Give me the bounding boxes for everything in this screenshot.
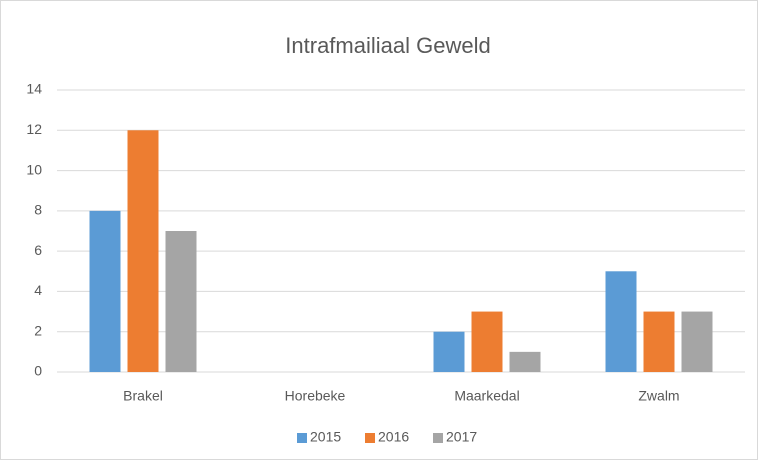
bar (433, 331, 465, 372)
y-tick-label: 12 (26, 121, 42, 137)
chart-title: Intrafmailiaal Geweld (285, 33, 490, 58)
legend-swatch (297, 433, 307, 443)
y-tick-label: 14 (26, 81, 42, 97)
y-tick-label: 6 (34, 242, 42, 258)
bar (471, 311, 503, 372)
x-tick-label: Brakel (123, 388, 163, 404)
bar (127, 130, 159, 372)
legend-label: 2015 (310, 429, 341, 445)
bar (681, 311, 713, 372)
bar (643, 311, 675, 372)
y-tick-label: 8 (34, 202, 42, 218)
x-tick-label: Horebeke (285, 388, 346, 404)
bar (165, 231, 197, 372)
y-tick-label: 0 (34, 363, 42, 379)
bar (605, 271, 637, 372)
legend-label: 2017 (446, 429, 477, 445)
legend-swatch (433, 433, 443, 443)
y-tick-label: 4 (34, 282, 42, 298)
y-tick-label: 10 (26, 161, 42, 177)
bar (509, 351, 541, 372)
legend-label: 2016 (378, 429, 409, 445)
bar (89, 210, 121, 372)
legend-swatch (365, 433, 375, 443)
y-tick-label: 2 (34, 322, 42, 338)
x-tick-label: Zwalm (638, 388, 679, 404)
x-tick-label: Maarkedal (454, 388, 519, 404)
